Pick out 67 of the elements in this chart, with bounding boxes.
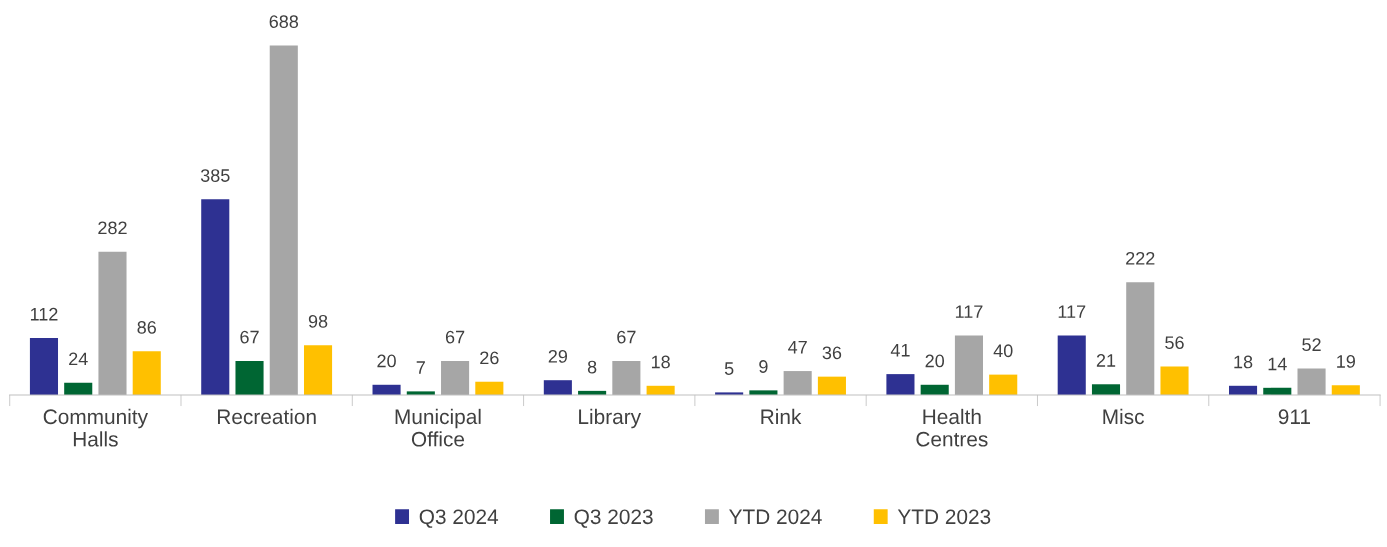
data-label: 67: [445, 330, 465, 344]
data-label: 18: [651, 355, 670, 369]
x-tick-label: 911: [1278, 409, 1311, 425]
bar: [201, 199, 230, 395]
data-label: 19: [1337, 355, 1355, 368]
bar: [29, 338, 59, 395]
x-tick-label: Community Halls: [43, 408, 148, 447]
legend-label: YTD 2023: [897, 509, 991, 525]
legend-label: Q3 2024: [419, 509, 499, 528]
bar: [475, 381, 504, 395]
bar: [954, 335, 983, 395]
bar: [132, 351, 161, 395]
data-label: 117: [955, 305, 983, 318]
data-label: 7: [416, 361, 425, 374]
data-label: 112: [30, 307, 58, 321]
data-label: 24: [69, 352, 88, 366]
data-label: 9: [759, 360, 768, 373]
bar: [783, 371, 812, 395]
bar: [303, 345, 333, 395]
data-label: 67: [617, 330, 636, 344]
bar: [1126, 282, 1155, 395]
x-tick-label: Recreation: [217, 408, 316, 425]
legend-label: Q3 2023: [574, 509, 653, 528]
data-label: 98: [308, 314, 328, 328]
data-label: 8: [587, 360, 597, 374]
data-label: 20: [925, 354, 945, 368]
bar: [441, 360, 470, 395]
data-label: 41: [890, 344, 910, 357]
x-tick-label: Health Centres: [916, 408, 988, 447]
data-label: 222: [1126, 251, 1155, 265]
data-label: 21: [1096, 354, 1116, 367]
bar: [64, 382, 93, 395]
data-label: 36: [822, 346, 842, 360]
data-label: 5: [724, 362, 734, 375]
data-label: 26: [480, 351, 499, 365]
data-label: 20: [377, 354, 396, 368]
x-tick-label: Rink: [761, 408, 802, 424]
data-label: 282: [98, 221, 127, 235]
bar: [1160, 366, 1189, 395]
data-label: 14: [1268, 357, 1287, 371]
bar: [989, 374, 1018, 395]
data-label: 86: [137, 321, 156, 334]
bar: [1297, 368, 1326, 395]
bar: [235, 360, 264, 395]
bar: [817, 376, 846, 395]
bar: [612, 360, 641, 395]
data-label: 18: [1234, 355, 1253, 369]
bar: [1057, 335, 1086, 395]
bar: [1331, 385, 1360, 395]
data-label: 67: [240, 330, 259, 344]
data-label: 56: [1165, 336, 1184, 350]
data-label: 688: [269, 15, 299, 28]
bar: [269, 45, 298, 395]
bar: [543, 380, 572, 395]
data-label: 385: [200, 169, 230, 182]
data-label: 52: [1302, 338, 1321, 352]
x-tick-label: Library: [579, 408, 642, 429]
data-label: 40: [993, 344, 1013, 358]
data-label: 117: [1058, 305, 1086, 318]
bar: [1091, 384, 1121, 395]
x-tick-label: Municipal Office: [395, 408, 481, 447]
bar: [98, 251, 127, 395]
data-label: 47: [788, 341, 807, 354]
bar: [886, 374, 915, 395]
x-tick-label: Misc: [1103, 408, 1144, 425]
data-label: 29: [548, 349, 568, 363]
legend-label: YTD 2024: [729, 509, 822, 525]
